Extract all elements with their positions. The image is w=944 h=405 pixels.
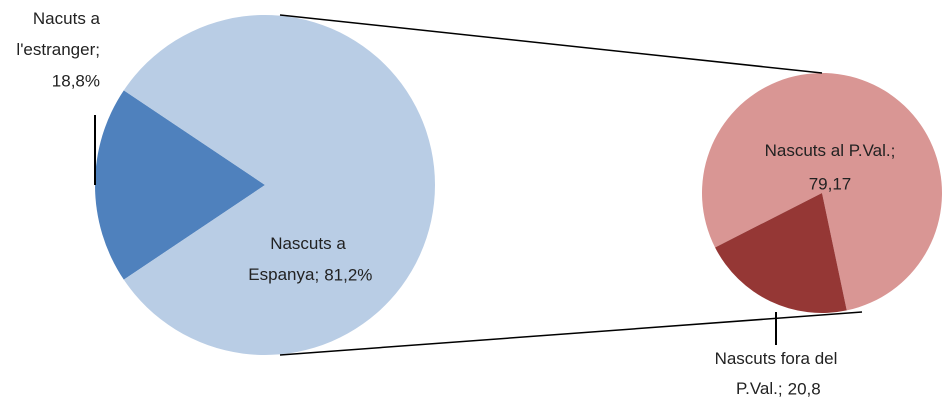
slice-label-line: Nacuts a xyxy=(33,9,101,28)
value-label: 20,8 xyxy=(788,379,821,398)
label-separator: ; xyxy=(95,40,100,59)
label-separator: ; xyxy=(891,141,896,160)
pie-slice xyxy=(715,193,847,313)
slice-label-line: Nascuts a xyxy=(270,234,346,253)
slice-label-line: l'estranger xyxy=(12,40,96,59)
slice-label-line: P.Val. xyxy=(731,379,778,398)
pie-slice xyxy=(123,14,436,356)
pie-slice xyxy=(95,90,266,280)
slice-label-line: Nascuts fora del xyxy=(715,349,838,368)
slice-label-line: Espanya xyxy=(244,265,315,284)
slice-label: Nascuts al P.Val. xyxy=(765,141,891,160)
connector-line xyxy=(279,311,863,356)
value-label: 18,8% xyxy=(52,71,100,90)
slice-label: Nacuts a l'estranger xyxy=(12,9,101,59)
slice-label: Nascuts fora del P.Val. xyxy=(715,349,838,398)
value-label: 79,17 xyxy=(809,174,852,193)
label-separator: ; xyxy=(314,265,319,284)
connector-line xyxy=(279,14,823,74)
slice-label-line: Nascuts al P.Val. xyxy=(765,141,891,160)
pie-slice xyxy=(701,73,943,311)
label-separator: ; xyxy=(778,379,783,398)
value-label: 81,2% xyxy=(324,265,372,284)
slice-label: Nascuts a Espanya xyxy=(244,234,347,284)
